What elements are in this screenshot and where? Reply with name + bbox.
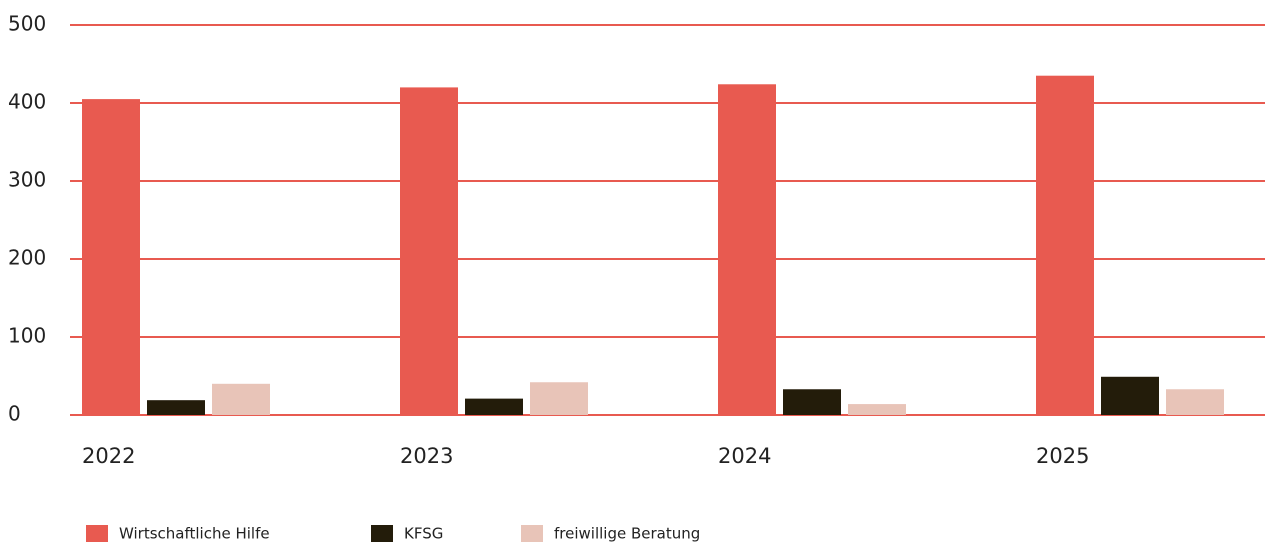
legend-label: Wirtschaftliche Hilfe <box>119 525 270 542</box>
x-tick-label: 2024 <box>718 444 771 468</box>
y-tick-label: 300 <box>8 168 46 192</box>
legend-swatch <box>371 525 393 542</box>
bar <box>1166 389 1224 415</box>
bar <box>718 84 776 415</box>
legend-swatch <box>521 525 543 542</box>
y-tick-label: 0 <box>8 402 21 426</box>
y-tick-label: 500 <box>8 12 46 36</box>
y-tick-label: 100 <box>8 324 46 348</box>
bar <box>1036 75 1094 415</box>
legend-label: KFSG <box>404 525 443 542</box>
legend-swatch <box>86 525 108 542</box>
bar <box>465 398 523 415</box>
y-tick-label: 200 <box>8 246 46 270</box>
bar <box>400 87 458 416</box>
bar <box>82 99 140 415</box>
bar <box>212 383 270 415</box>
bar <box>783 389 841 415</box>
bar <box>530 382 588 415</box>
x-tick-label: 2023 <box>400 444 453 468</box>
bar <box>147 400 205 415</box>
bar <box>1101 376 1159 415</box>
x-tick-label: 2025 <box>1036 444 1089 468</box>
bar <box>848 404 906 415</box>
y-tick-label: 400 <box>8 90 46 114</box>
legend-label: freiwillige Beratung <box>554 525 700 542</box>
x-tick-label: 2022 <box>82 444 135 468</box>
